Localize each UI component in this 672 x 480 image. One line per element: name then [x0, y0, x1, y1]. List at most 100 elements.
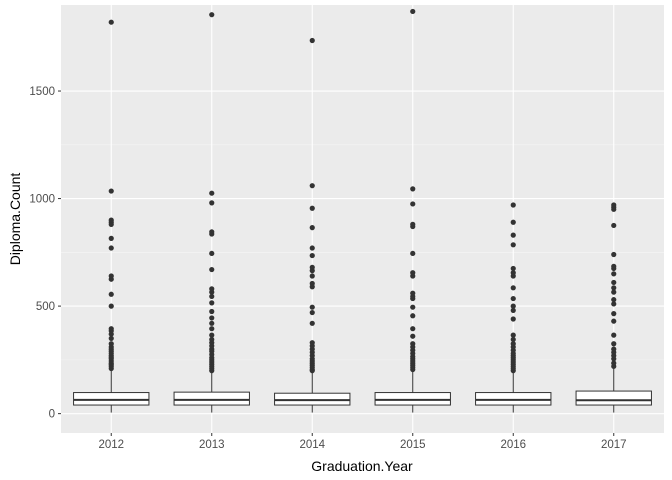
- y-tick-label: 500: [36, 301, 55, 313]
- y-tick-label: 0: [49, 409, 55, 421]
- outlier-point: [209, 12, 215, 18]
- outlier-point: [611, 279, 617, 286]
- outlier-point: [510, 232, 516, 238]
- outlier-point: [510, 316, 516, 322]
- outlier-point: [209, 315, 215, 321]
- x-tick-label: 2016: [500, 439, 526, 451]
- box-2013: [173, 12, 250, 413]
- outlier-point: [510, 332, 516, 338]
- outlier-point: [309, 183, 315, 189]
- outlier-point: [209, 250, 215, 257]
- outlier-point: [108, 245, 114, 251]
- box-2015: [374, 8, 451, 413]
- outlier-point: [410, 313, 416, 319]
- y-axis-title: Diploma.Count: [7, 173, 23, 266]
- outlier-point: [108, 303, 114, 309]
- outlier-point: [108, 341, 114, 347]
- outlier-point: [611, 341, 617, 347]
- iqr-box: [575, 390, 652, 406]
- outlier-point: [309, 245, 315, 251]
- outlier-point: [209, 266, 215, 273]
- outlier-point: [108, 19, 114, 25]
- outlier-point: [611, 251, 617, 258]
- x-tick-label: 2013: [199, 439, 225, 451]
- outlier-point: [410, 250, 416, 257]
- outlier-point: [309, 252, 315, 259]
- iqr-box: [173, 391, 250, 406]
- outlier-point: [611, 285, 617, 291]
- outlier-point: [410, 333, 416, 339]
- box-2016: [475, 202, 552, 413]
- outlier-point: [611, 301, 617, 307]
- outlier-point: [309, 264, 315, 270]
- outlier-point: [611, 318, 617, 324]
- outlier-point: [209, 190, 215, 196]
- outlier-point: [309, 273, 315, 279]
- box-2012: [73, 19, 150, 413]
- outlier-point: [209, 336, 215, 343]
- outlier-point: [611, 311, 617, 317]
- x-tick-label: 2015: [400, 439, 426, 451]
- outlier-point: [108, 273, 114, 279]
- plot-panel: [61, 5, 664, 433]
- outlier-point: [410, 186, 416, 192]
- outlier-point: [510, 307, 516, 314]
- y-tick-label: 1000: [29, 194, 55, 206]
- outlier-point: [410, 8, 416, 15]
- iqr-box: [73, 392, 150, 406]
- outlier-point: [611, 263, 617, 269]
- axis-layer: 0 500 1000 1500 2012 2013 2014 2015 2016 2017: [29, 86, 626, 451]
- x-axis-title: Graduation.Year: [311, 458, 413, 474]
- outlier-point: [309, 309, 315, 316]
- y-tick-label: 1500: [29, 86, 55, 98]
- outlier-point: [209, 308, 215, 315]
- outlier-point: [510, 295, 516, 302]
- outlier-point: [108, 217, 114, 223]
- x-tick-label: 2017: [601, 439, 627, 451]
- outlier-point: [309, 37, 315, 44]
- outlier-point: [510, 303, 516, 309]
- box-2017: [575, 202, 652, 413]
- outlier-point: [309, 205, 315, 211]
- outlier-point: [410, 290, 416, 296]
- outlier-point: [510, 270, 516, 276]
- outlier-point: [209, 326, 215, 332]
- outlier-point: [108, 335, 114, 341]
- outlier-point: [611, 360, 617, 366]
- iqr-box: [475, 392, 552, 406]
- outlier-point: [611, 222, 617, 229]
- outlier-point: [209, 200, 215, 206]
- outlier-point: [611, 297, 617, 303]
- outlier-point: [611, 271, 617, 277]
- outlier-point: [309, 304, 315, 310]
- outlier-point: [209, 229, 215, 235]
- box-2014: [274, 37, 351, 413]
- x-tick-label: 2014: [299, 439, 325, 451]
- outlier-point: [209, 320, 215, 326]
- outlier-point: [108, 326, 114, 332]
- outlier-point: [510, 242, 516, 248]
- outlier-point: [510, 285, 516, 291]
- outlier-point: [510, 202, 516, 208]
- outlier-point: [410, 270, 416, 276]
- outlier-point: [410, 221, 416, 227]
- outlier-point: [410, 201, 416, 207]
- outlier-point: [510, 341, 516, 347]
- outlier-point: [108, 188, 114, 194]
- outlier-point: [410, 341, 416, 347]
- outlier-point: [510, 265, 516, 272]
- outlier-point: [611, 289, 617, 295]
- outlier-point: [108, 235, 114, 241]
- outlier-point: [510, 336, 516, 343]
- outlier-point: [108, 291, 114, 297]
- outlier-point: [410, 304, 416, 310]
- outlier-point: [209, 286, 215, 292]
- outlier-point: [309, 280, 315, 287]
- outlier-point: [510, 219, 516, 225]
- outlier-point: [611, 332, 617, 338]
- box-layer: [73, 8, 652, 413]
- outlier-point: [209, 293, 215, 300]
- outlier-point: [309, 340, 315, 346]
- x-tick-label: 2012: [98, 439, 124, 451]
